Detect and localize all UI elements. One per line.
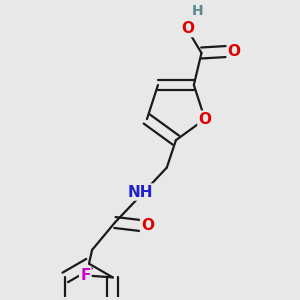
Text: O: O xyxy=(228,44,241,59)
Text: F: F xyxy=(80,268,91,284)
Text: H: H xyxy=(192,4,203,18)
Text: O: O xyxy=(198,112,212,127)
Text: O: O xyxy=(141,218,154,233)
Text: NH: NH xyxy=(128,184,154,200)
Text: O: O xyxy=(181,21,194,36)
